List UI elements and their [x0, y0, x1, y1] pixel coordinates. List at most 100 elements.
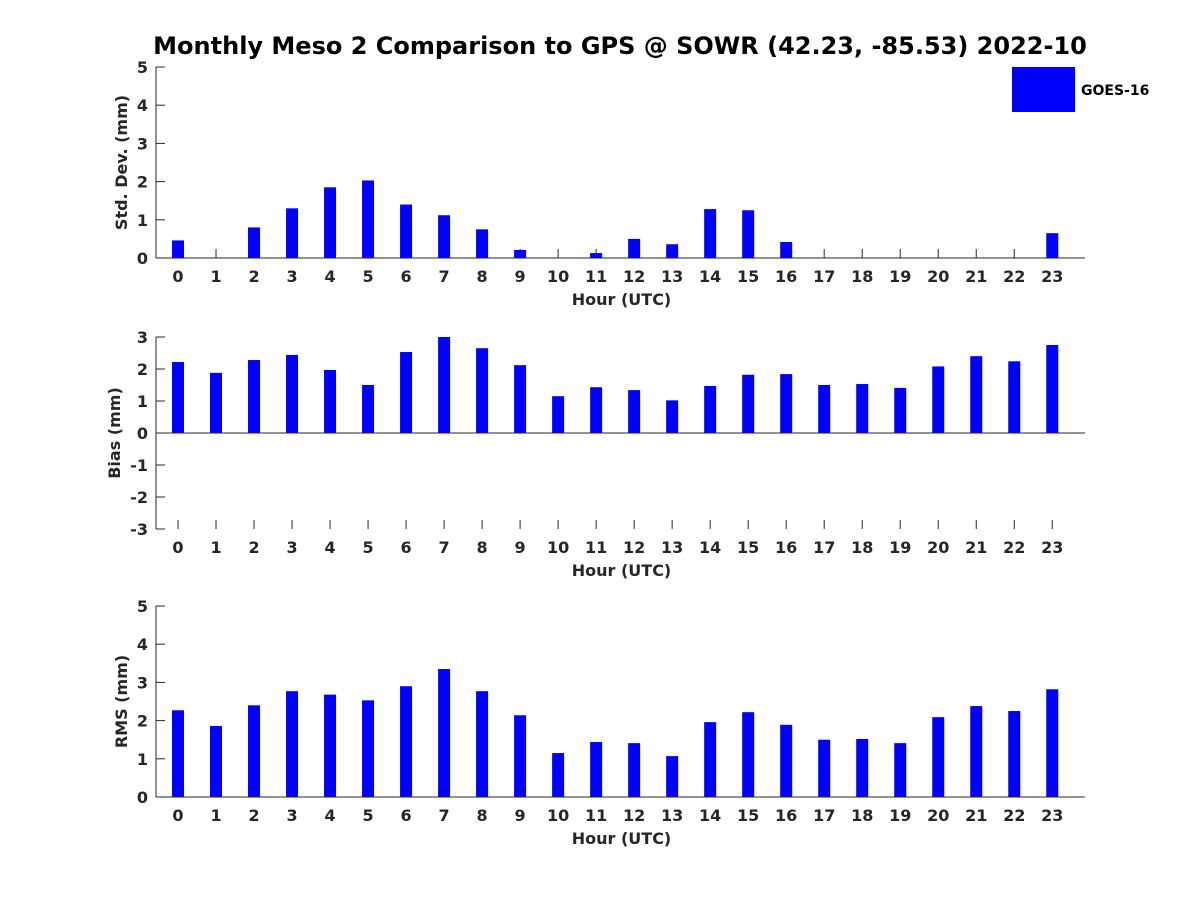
x-tick-label: 1: [210, 538, 221, 557]
bar: [780, 374, 793, 433]
bar: [1046, 689, 1059, 797]
x-tick-label: 15: [737, 806, 759, 825]
bar: [666, 756, 679, 797]
x-tick-label: 4: [324, 538, 335, 557]
bar: [514, 715, 527, 797]
x-tick-label: 10: [547, 538, 569, 557]
x-tick-label: 5: [362, 538, 373, 557]
bar: [932, 366, 945, 433]
y-tick-label: 4: [137, 635, 148, 654]
bar: [248, 360, 261, 433]
x-tick-label: 0: [172, 267, 183, 286]
y-tick-label: 2: [137, 712, 148, 731]
bar: [476, 691, 489, 797]
bar: [514, 365, 527, 433]
bar: [704, 209, 717, 258]
x-tick-label: 9: [515, 806, 526, 825]
x-tick-label: 2: [248, 806, 259, 825]
y-tick-label: 0: [137, 249, 148, 268]
bar: [552, 396, 565, 433]
x-tick-label: 0: [172, 806, 183, 825]
bar: [172, 710, 185, 797]
bar: [590, 387, 603, 433]
x-tick-label: 23: [1041, 806, 1063, 825]
bar: [400, 204, 413, 258]
x-tick-label: 12: [623, 267, 645, 286]
bar: [1046, 233, 1059, 258]
bar: [438, 669, 451, 797]
y-tick-label: 1: [137, 211, 148, 230]
bar: [742, 374, 755, 433]
x-tick-label: 19: [889, 538, 911, 557]
bar: [1008, 361, 1021, 433]
bar: [932, 717, 945, 797]
bar: [894, 743, 907, 797]
x-tick-label: 8: [477, 806, 488, 825]
x-tick-label: 3: [286, 267, 297, 286]
bar: [514, 249, 527, 258]
x-tick-label: 20: [927, 538, 949, 557]
x-tick-label: 15: [737, 267, 759, 286]
x-tick-label: 18: [851, 538, 873, 557]
x-tick-label: 21: [965, 806, 987, 825]
bar: [210, 725, 223, 797]
bar: [552, 753, 565, 797]
y-tick-label: 4: [137, 96, 148, 115]
x-tick-label: 16: [775, 267, 797, 286]
bar: [970, 706, 983, 797]
bar: [590, 741, 603, 797]
bar: [286, 208, 299, 258]
bar: [666, 244, 679, 258]
bar: [172, 361, 185, 433]
x-tick-label: 16: [775, 538, 797, 557]
y-tick-label: 5: [137, 597, 148, 616]
x-tick-label: 7: [439, 538, 450, 557]
x-axis-label: Hour (UTC): [572, 829, 672, 848]
bar: [476, 348, 489, 433]
bar: [248, 705, 261, 797]
x-tick-label: 1: [210, 267, 221, 286]
x-tick-label: 22: [1003, 267, 1025, 286]
x-tick-label: 13: [661, 806, 683, 825]
x-tick-label: 6: [401, 806, 412, 825]
y-tick-label: -3: [130, 520, 148, 539]
legend-label: GOES-16: [1081, 83, 1149, 99]
bar: [476, 229, 489, 258]
bar: [894, 387, 907, 433]
bar: [704, 722, 717, 797]
x-tick-label: 11: [585, 267, 607, 286]
bar: [628, 238, 641, 258]
bar: [362, 700, 375, 797]
bar: [400, 686, 413, 797]
legend-swatch: [1012, 67, 1075, 112]
y-tick-label: 1: [137, 392, 148, 411]
x-tick-label: 12: [623, 538, 645, 557]
bar: [286, 691, 299, 797]
chart-title: Monthly Meso 2 Comparison to GPS @ SOWR …: [153, 32, 1087, 60]
x-tick-label: 4: [324, 806, 335, 825]
x-axis-label: Hour (UTC): [572, 561, 672, 580]
y-tick-label: 1: [137, 750, 148, 769]
bar: [286, 354, 299, 433]
bar: [704, 385, 717, 433]
x-tick-label: 21: [965, 267, 987, 286]
bar: [248, 227, 261, 258]
x-tick-label: 10: [547, 806, 569, 825]
bar: [210, 372, 223, 433]
x-tick-label: 3: [286, 538, 297, 557]
bar: [438, 215, 451, 258]
x-tick-label: 23: [1041, 267, 1063, 286]
x-tick-label: 12: [623, 806, 645, 825]
x-tick-label: 2: [248, 538, 259, 557]
bar: [324, 369, 337, 433]
y-tick-label: 0: [137, 788, 148, 807]
x-tick-label: 22: [1003, 538, 1025, 557]
x-tick-label: 4: [324, 267, 335, 286]
x-tick-label: 17: [813, 538, 835, 557]
x-tick-label: 20: [927, 267, 949, 286]
bar: [742, 210, 755, 258]
bar: [362, 385, 375, 433]
